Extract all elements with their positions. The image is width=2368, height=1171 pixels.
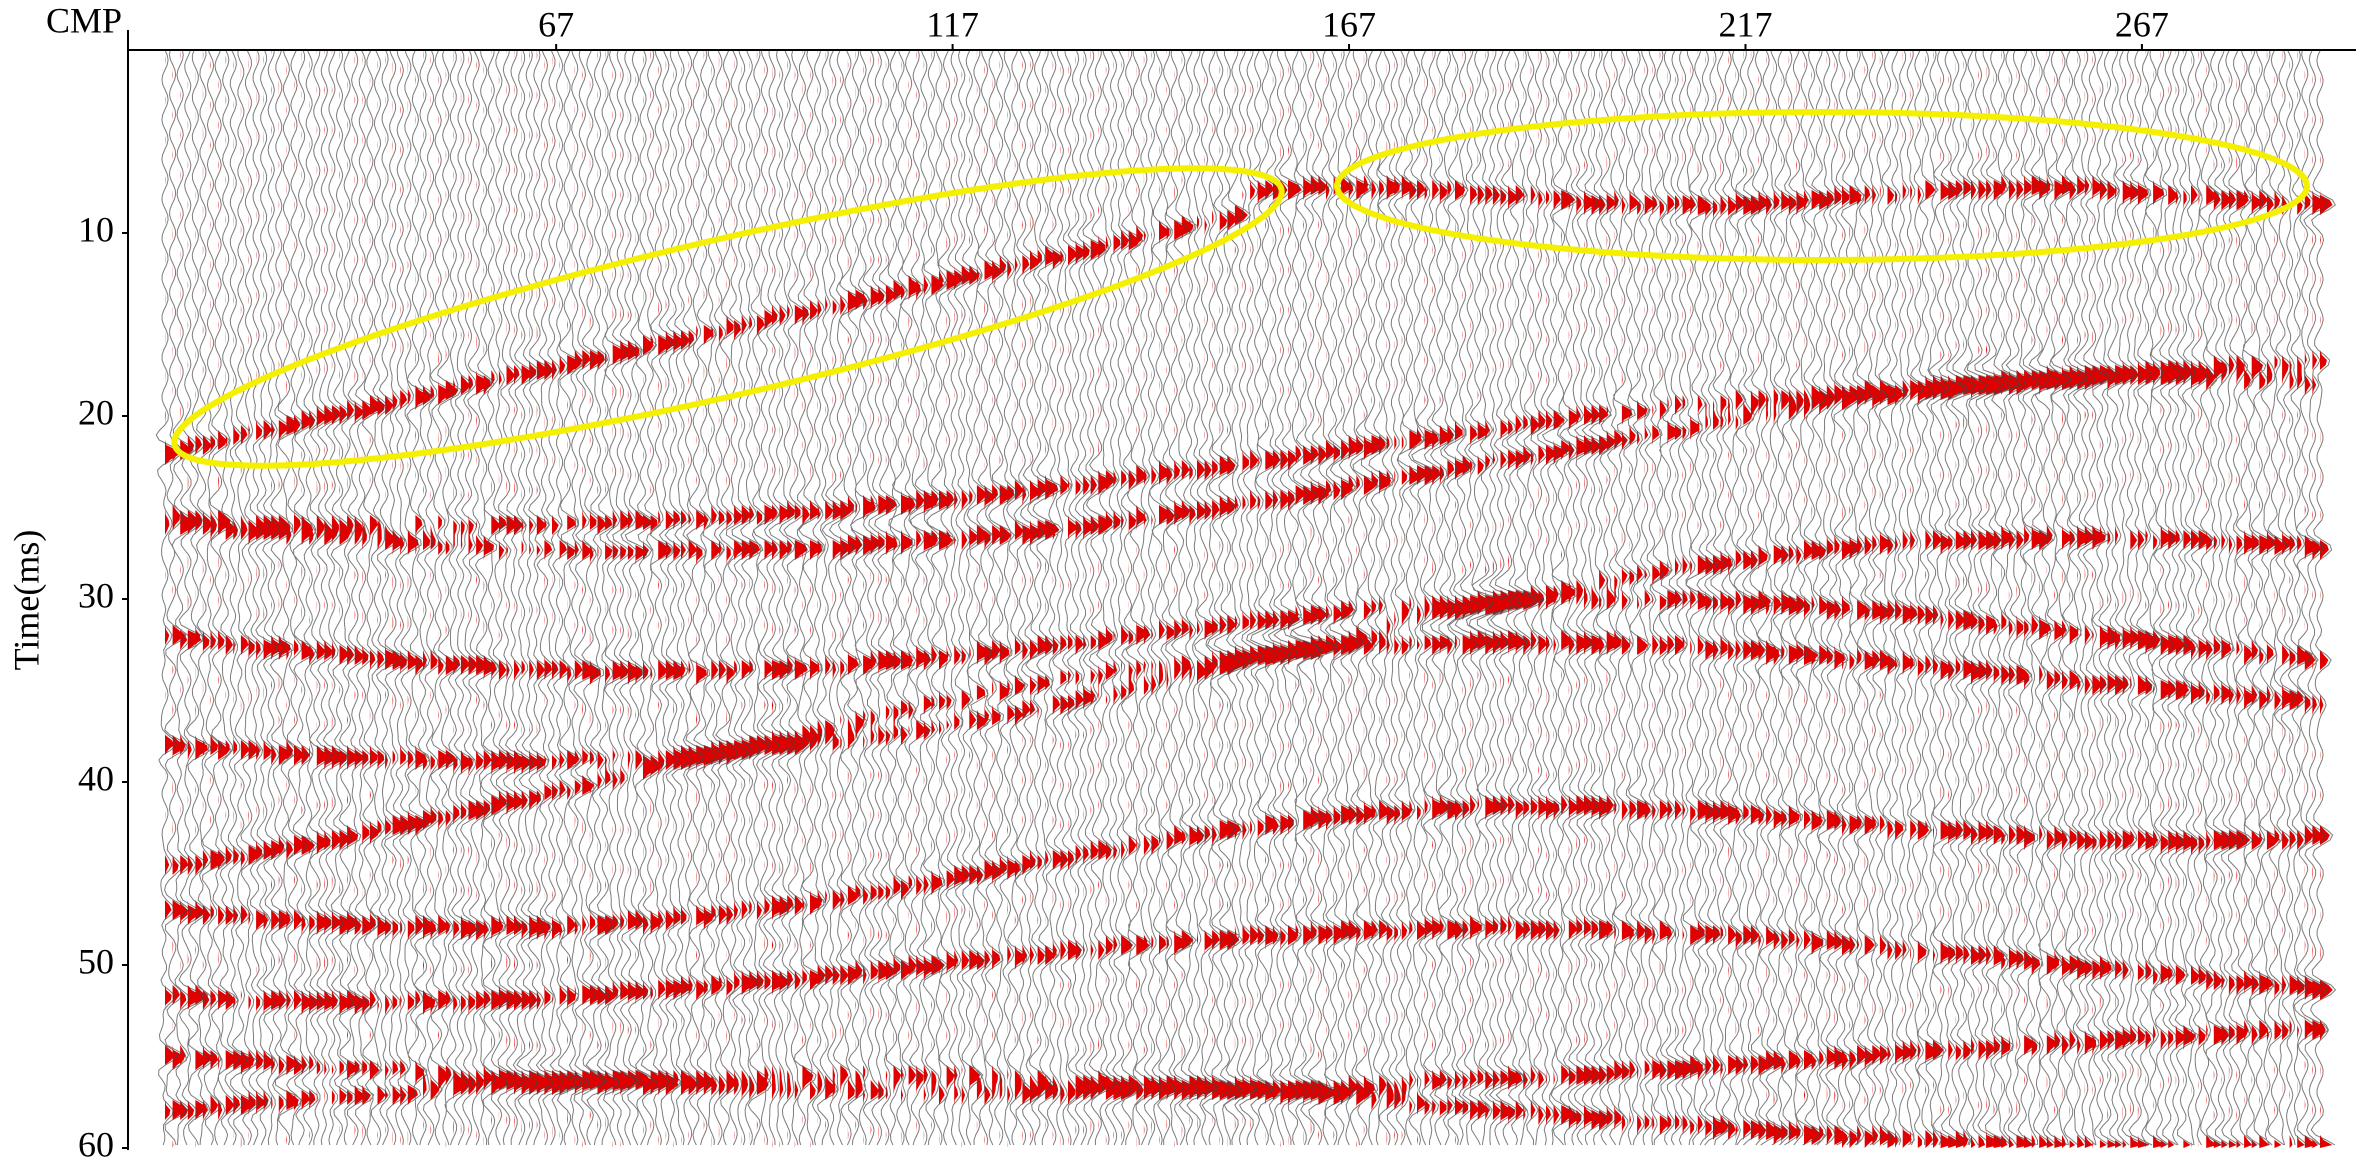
x-axis-label: CMP bbox=[46, 0, 122, 40]
x-tick-label: 217 bbox=[1718, 4, 1772, 44]
positive-fill bbox=[165, 50, 2333, 1148]
y-tick-label: 10 bbox=[78, 209, 114, 249]
y-tick-label: 20 bbox=[78, 392, 114, 432]
y-tick-label: 40 bbox=[78, 758, 114, 798]
seismic-traces bbox=[155, 49, 2337, 1148]
annotation-ellipse bbox=[171, 165, 1285, 469]
x-tick-label: 167 bbox=[1322, 4, 1376, 44]
x-tick-label: 267 bbox=[2115, 4, 2169, 44]
y-axis-label: Time(ms) bbox=[6, 530, 46, 671]
wiggle-traces bbox=[155, 49, 2337, 1146]
y-tick-label: 50 bbox=[78, 941, 114, 981]
x-tick-label: 67 bbox=[538, 4, 574, 44]
annotation-ellipse bbox=[1334, 109, 2310, 263]
y-tick-label: 30 bbox=[78, 575, 114, 615]
x-tick-label: 117 bbox=[926, 4, 979, 44]
y-tick-label: 60 bbox=[78, 1124, 114, 1164]
